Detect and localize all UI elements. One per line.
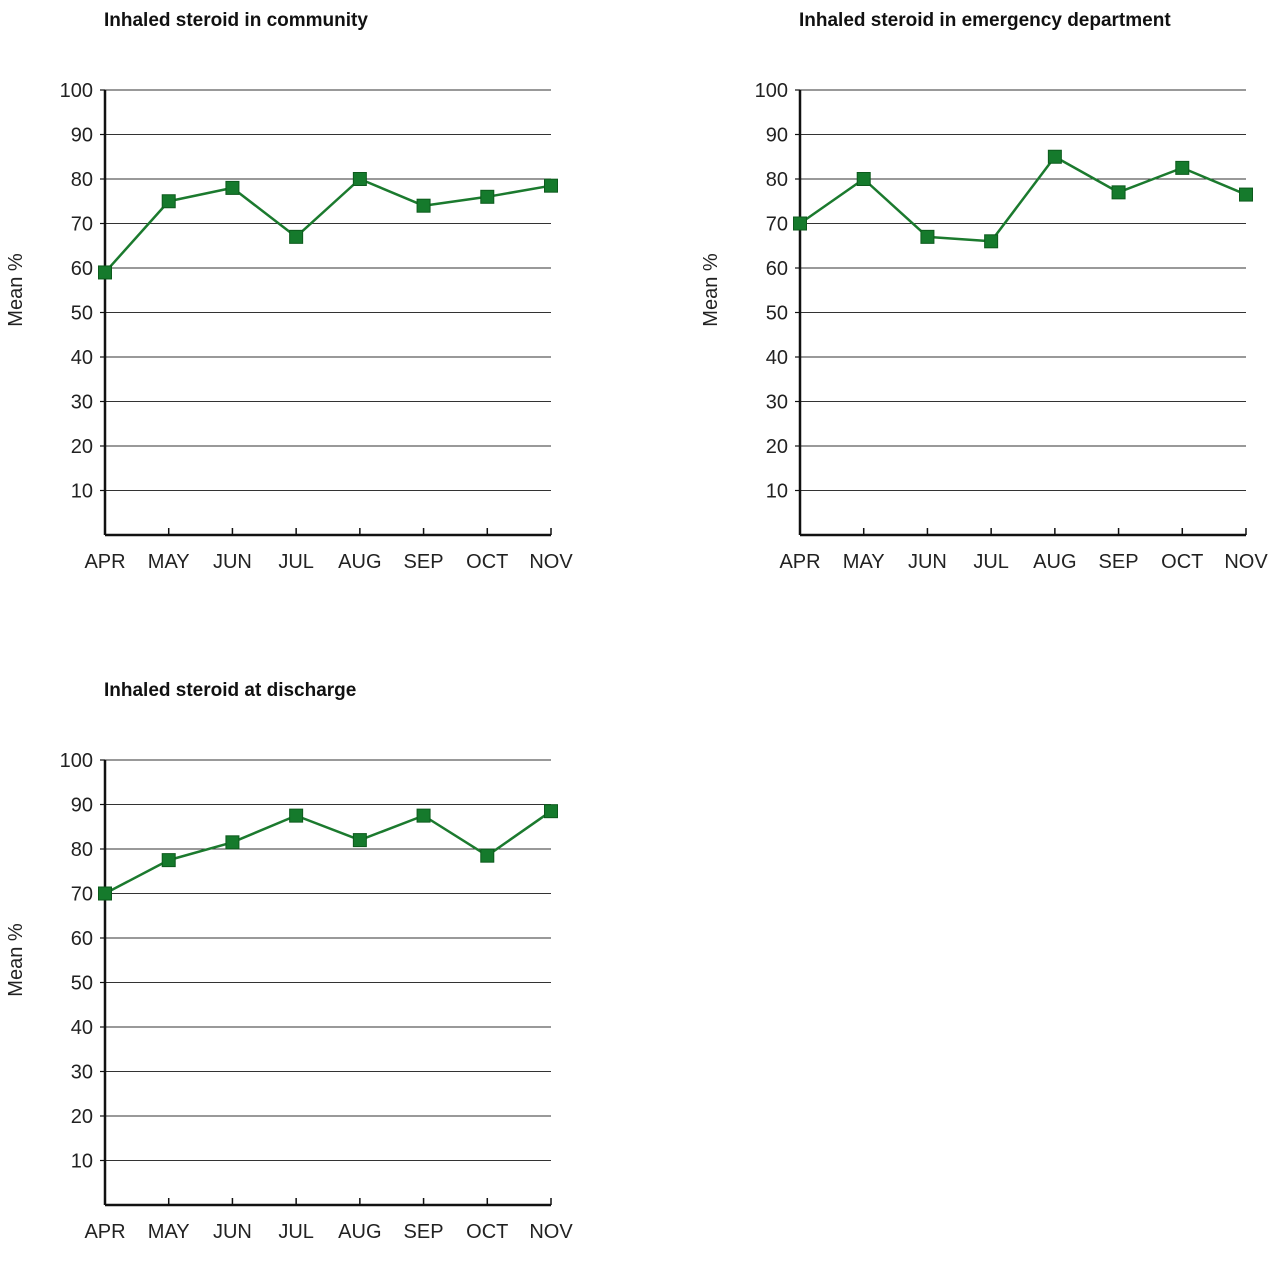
data-point	[544, 804, 558, 819]
data-point	[416, 808, 431, 823]
data-point	[544, 178, 558, 193]
y-tick-label: 20	[71, 1106, 93, 1128]
x-tick-label: JUN	[908, 551, 947, 573]
y-tick-label: 70	[766, 214, 788, 236]
y-tick-label: 70	[71, 214, 93, 236]
y-tick-label: 50	[71, 303, 93, 325]
x-tick-label: MAY	[843, 551, 885, 573]
x-tick-label: JUL	[278, 1221, 314, 1243]
x-tick-label: APR	[779, 551, 820, 573]
x-tick-label: NOV	[529, 551, 573, 573]
chart-title: Inhaled steroid in community	[104, 10, 368, 31]
y-tick-label: 100	[755, 80, 788, 102]
data-point	[289, 229, 304, 244]
x-tick-label: OCT	[466, 1221, 508, 1243]
y-tick-label: 100	[60, 80, 93, 102]
x-tick-label: SEP	[404, 1221, 444, 1243]
data-point	[480, 189, 495, 204]
y-tick-label: 20	[766, 436, 788, 458]
y-axis-label: Mean %	[5, 253, 27, 327]
series-line	[799, 155, 1247, 243]
y-axis-label: Mean %	[5, 923, 27, 997]
x-tick-label: JUL	[973, 551, 1009, 573]
x-tick-label: APR	[84, 551, 125, 573]
data-point	[1239, 187, 1253, 202]
chart-discharge: Inhaled steroid at discharge 10 20 30 40 50 6…	[0, 670, 640, 1270]
x-tick-label: SEP	[1099, 551, 1139, 573]
y-tick-label: 90	[766, 125, 788, 147]
y-tick-label: 90	[71, 125, 93, 147]
data-point	[98, 265, 112, 280]
y-tick-label: 10	[71, 481, 93, 503]
x-tick-label: AUG	[338, 1221, 381, 1243]
y-tick-label: 70	[71, 884, 93, 906]
y-tick-label: 40	[71, 347, 93, 369]
plot-area: 10 20 30 40 50 60 70 80 90 100 APR MAY JUN JUL AUG SEP O…	[700, 80, 1268, 573]
y-tick-label: 80	[766, 169, 788, 191]
x-tick-label: AUG	[338, 551, 381, 573]
data-point	[352, 172, 367, 186]
series-line	[104, 810, 552, 895]
chart-title: Inhaled steroid at discharge	[104, 680, 357, 701]
x-tick-label: NOV	[529, 1221, 573, 1243]
y-tick-label: 10	[766, 481, 788, 503]
data-point	[352, 833, 367, 848]
data-point	[1111, 185, 1126, 200]
plot-area: 10 20 30 40 50 60 70 80 90 100 APR MAY JUN JUL AUG SEP O…	[5, 750, 573, 1243]
chart-title: Inhaled steroid in emergency department	[799, 10, 1171, 31]
data-point	[225, 180, 240, 195]
y-tick-label: 60	[766, 258, 788, 280]
x-tick-label: JUL	[278, 551, 314, 573]
series-line	[104, 177, 552, 274]
y-axis-label: Mean %	[700, 253, 722, 327]
x-tick-label: OCT	[1161, 551, 1203, 573]
data-point	[1047, 149, 1062, 164]
data-point	[480, 848, 495, 863]
data-point	[793, 216, 807, 231]
x-tick-label: NOV	[1224, 551, 1268, 573]
y-tick-label: 20	[71, 436, 93, 458]
data-point	[856, 172, 871, 186]
y-tick-label: 40	[71, 1017, 93, 1039]
chart-emergency-department: Inhaled steroid in emergency department …	[695, 0, 1275, 600]
data-point	[225, 835, 240, 850]
y-tick-label: 50	[71, 973, 93, 995]
x-tick-label: APR	[84, 1221, 125, 1243]
data-point	[98, 886, 112, 901]
y-tick-label: 30	[766, 392, 788, 414]
data-point	[984, 234, 999, 249]
data-point	[416, 198, 431, 213]
chart-community: Inhaled steroid in community 10 20 30 40 50 6…	[0, 0, 640, 600]
data-point	[920, 229, 935, 244]
plot-area: 10 20 30 40 50 60 70 80 90 100 APR MAY JUN JUL AUG SEP O…	[5, 80, 573, 573]
data-point	[289, 808, 304, 823]
y-tick-label: 30	[71, 1062, 93, 1084]
y-tick-label: 10	[71, 1151, 93, 1173]
y-tick-label: 100	[60, 750, 93, 772]
data-point	[1175, 160, 1190, 175]
y-tick-label: 60	[71, 258, 93, 280]
x-tick-label: AUG	[1033, 551, 1076, 573]
y-tick-label: 90	[71, 795, 93, 817]
y-tick-label: 40	[766, 347, 788, 369]
y-tick-label: 50	[766, 303, 788, 325]
y-tick-label: 60	[71, 928, 93, 950]
x-tick-label: JUN	[213, 551, 252, 573]
y-tick-label: 30	[71, 392, 93, 414]
y-tick-label: 80	[71, 169, 93, 191]
x-tick-label: SEP	[404, 551, 444, 573]
x-tick-label: MAY	[148, 551, 190, 573]
x-tick-label: OCT	[466, 551, 508, 573]
x-tick-label: MAY	[148, 1221, 190, 1243]
data-point	[161, 853, 176, 868]
y-tick-label: 80	[71, 839, 93, 861]
data-point	[161, 194, 176, 209]
x-tick-label: JUN	[213, 1221, 252, 1243]
